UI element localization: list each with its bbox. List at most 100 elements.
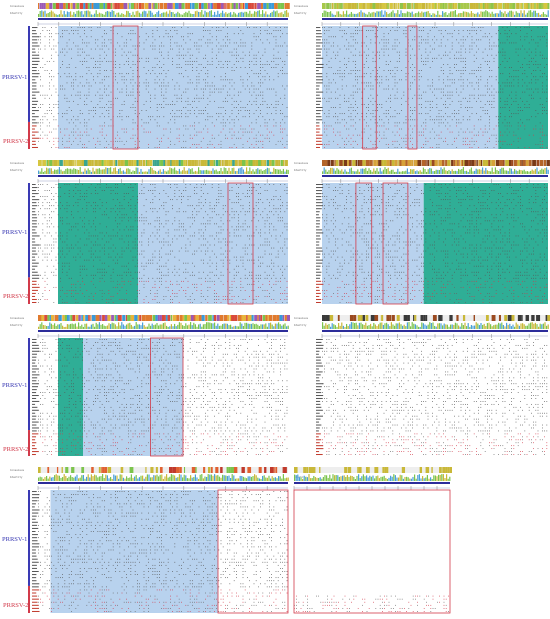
residue xyxy=(95,202,96,204)
residue xyxy=(185,147,187,148)
residue xyxy=(533,97,534,99)
residue xyxy=(440,39,442,41)
residue xyxy=(159,253,160,255)
residue xyxy=(262,244,264,246)
residue xyxy=(55,104,57,105)
residue xyxy=(535,70,537,71)
identity-bar xyxy=(544,14,546,17)
residue xyxy=(211,217,213,219)
residue xyxy=(480,64,482,65)
residue xyxy=(66,76,68,78)
residue xyxy=(227,39,228,41)
identity-bar xyxy=(394,13,396,17)
identity-bar xyxy=(207,170,209,174)
residue xyxy=(163,202,165,204)
residue xyxy=(258,208,259,210)
residue xyxy=(284,190,286,191)
residue xyxy=(467,79,468,81)
residue xyxy=(93,244,94,246)
residue xyxy=(535,79,537,81)
residue xyxy=(511,85,512,87)
residue xyxy=(264,220,266,222)
residue xyxy=(244,42,246,44)
residue xyxy=(266,244,268,246)
residue xyxy=(218,30,220,32)
residue xyxy=(145,199,147,201)
residue xyxy=(467,143,468,145)
consensus-block xyxy=(220,160,222,166)
residue xyxy=(434,42,435,44)
residue xyxy=(473,134,475,136)
residue xyxy=(40,76,41,78)
residue xyxy=(137,60,138,62)
identity-bar xyxy=(78,10,80,17)
residue xyxy=(214,253,215,255)
residue xyxy=(381,137,383,139)
residue xyxy=(370,76,372,78)
residue xyxy=(260,67,261,68)
residue xyxy=(97,39,99,41)
residue xyxy=(172,100,173,102)
residue xyxy=(484,33,486,35)
residue xyxy=(412,70,413,71)
residue xyxy=(489,137,490,139)
consensus-block xyxy=(379,3,382,9)
residue xyxy=(174,256,176,258)
residue xyxy=(429,67,431,68)
residue xyxy=(137,128,138,130)
residue xyxy=(236,100,237,102)
residue xyxy=(99,131,101,133)
consensus-block xyxy=(232,160,235,166)
residue xyxy=(542,107,543,108)
sequence-name xyxy=(316,97,321,99)
consensus-block xyxy=(251,3,254,9)
identity-bar xyxy=(238,12,240,17)
residue xyxy=(385,48,387,50)
consensus-track-label: Consensus xyxy=(10,4,24,8)
residue xyxy=(38,107,39,108)
residue xyxy=(513,76,515,78)
residue xyxy=(326,91,328,93)
residue xyxy=(196,211,198,213)
consensus-block xyxy=(224,160,229,166)
residue xyxy=(137,100,138,102)
residue xyxy=(66,67,68,68)
residue xyxy=(93,202,94,204)
residue xyxy=(152,208,154,210)
residue xyxy=(339,94,341,96)
residue xyxy=(537,27,539,28)
residue xyxy=(220,147,222,148)
residue xyxy=(108,143,110,145)
identity-bar xyxy=(531,12,533,17)
residue xyxy=(178,85,180,87)
residue xyxy=(112,199,114,201)
residue xyxy=(284,244,286,246)
residue xyxy=(139,42,140,44)
residue xyxy=(68,229,70,231)
residue xyxy=(216,45,217,47)
residue xyxy=(64,208,66,210)
residue xyxy=(509,116,510,118)
residue xyxy=(51,187,52,188)
residue xyxy=(178,235,180,237)
residue xyxy=(42,131,44,133)
residue xyxy=(462,36,464,38)
residue xyxy=(377,131,378,133)
residue xyxy=(482,110,484,111)
residue xyxy=(458,110,460,111)
consensus-block xyxy=(105,3,108,9)
residue xyxy=(161,107,162,108)
residue xyxy=(71,143,72,145)
residue xyxy=(449,85,451,87)
identity-bar xyxy=(483,11,485,17)
residue xyxy=(84,104,85,105)
residue xyxy=(236,244,237,246)
residue xyxy=(368,104,369,105)
residue xyxy=(517,125,519,127)
residue xyxy=(372,51,374,53)
residue xyxy=(396,97,398,99)
residue xyxy=(220,253,222,255)
residue xyxy=(211,82,213,84)
residue xyxy=(451,42,453,44)
residue xyxy=(126,91,127,93)
